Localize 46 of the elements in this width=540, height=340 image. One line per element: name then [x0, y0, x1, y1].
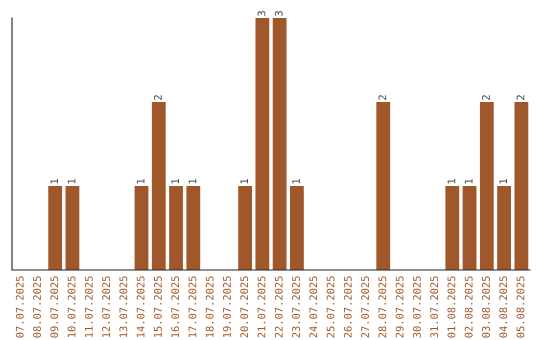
- x-tick-label: 21.07.2025: [258, 276, 266, 338]
- x-tick-label: 05.08.2025: [516, 276, 524, 338]
- data-label: 1: [292, 179, 300, 184]
- x-tick-label: 02.08.2025: [464, 276, 473, 338]
- x-tick-label: 09.07.2025: [50, 276, 58, 338]
- x-tick-label: 18.07.2025: [206, 276, 214, 338]
- x-tick-label: 01.08.2025: [447, 276, 456, 338]
- x-tick-label: 24.07.2025: [309, 276, 318, 338]
- x-tick-label: 08.07.2025: [33, 276, 41, 338]
- x-tick-label: 27.07.2025: [361, 276, 370, 338]
- x-tick-label: 15.07.2025: [154, 276, 162, 338]
- x-tick-label: 03.08.2025: [482, 276, 490, 338]
- data-label: 2: [378, 95, 386, 100]
- x-tick-label: 20.07.2025: [240, 276, 248, 338]
- x-tick-label: 22.07.2025: [274, 276, 283, 338]
- x-tick-label: 28.07.2025: [378, 276, 386, 338]
- x-tick-label: 13.07.2025: [119, 276, 128, 338]
- data-label: 1: [240, 179, 248, 184]
- x-tick-label: 14.07.2025: [136, 276, 145, 338]
- x-tick-label: 10.07.2025: [68, 276, 76, 338]
- data-label: 1: [464, 179, 472, 184]
- x-tick-label: 26.07.2025: [344, 276, 352, 338]
- data-label: 1: [171, 179, 179, 184]
- x-tick-label: 12.07.2025: [102, 276, 110, 338]
- x-tick-label: 25.07.2025: [326, 276, 334, 338]
- data-label: 3: [258, 11, 266, 16]
- data-label: 1: [50, 179, 58, 184]
- data-label: 3: [274, 11, 283, 16]
- data-label: 2: [516, 95, 524, 100]
- data-label: 2: [482, 95, 490, 100]
- x-tick-label: 29.07.2025: [396, 276, 404, 338]
- x-tick-label: 23.07.2025: [292, 276, 300, 338]
- x-tick-label: 16.07.2025: [171, 276, 180, 338]
- x-tick-label: 04.08.2025: [499, 276, 508, 338]
- x-tick-label: 19.07.2025: [223, 276, 231, 338]
- data-label: 1: [68, 179, 76, 184]
- x-tick-label: 17.07.2025: [188, 276, 196, 338]
- data-label: 2: [154, 95, 162, 100]
- data-label: 1: [448, 179, 456, 184]
- x-tick-label: 31.07.2025: [430, 276, 438, 338]
- data-label: 1: [136, 179, 144, 184]
- x-tick-label: 30.07.2025: [412, 276, 421, 338]
- data-label: 1: [188, 179, 196, 184]
- x-tick-label: 11.07.2025: [84, 276, 93, 338]
- x-tick-label: 07.07.2025: [16, 276, 24, 338]
- data-label: 1: [499, 179, 507, 184]
